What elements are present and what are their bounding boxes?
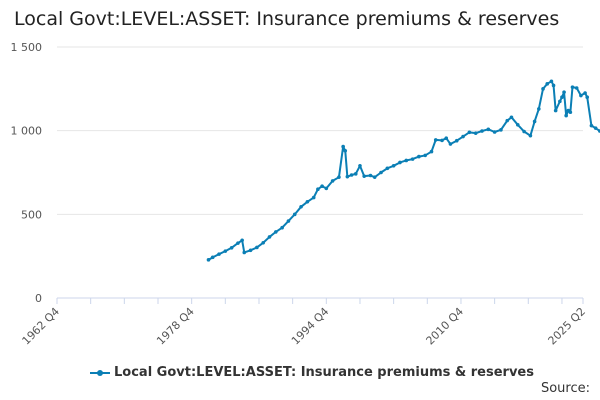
data-point[interactable] — [461, 134, 465, 139]
data-point[interactable] — [229, 246, 234, 250]
data-point[interactable] — [454, 138, 459, 143]
data-point[interactable] — [248, 248, 253, 253]
x-tick-label: 2010 Q4 — [424, 305, 467, 348]
data-point[interactable] — [305, 199, 310, 204]
data-point[interactable] — [286, 219, 291, 223]
data-point[interactable] — [324, 186, 329, 191]
series-line — [206, 79, 600, 262]
data-point[interactable] — [528, 133, 533, 138]
data-point[interactable] — [343, 148, 348, 153]
data-point[interactable] — [532, 119, 537, 124]
x-tick-label: 2025 Q2 — [546, 305, 589, 348]
data-point[interactable] — [379, 170, 383, 175]
y-axis-ticks: 0 500 1 000 1 500 — [11, 41, 43, 305]
data-point[interactable] — [509, 115, 514, 120]
data-point[interactable] — [358, 164, 362, 168]
x-axis: 1962 Q4 1978 Q4 1994 Q4 2010 Q4 2025 Q2 — [20, 298, 589, 348]
data-point[interactable] — [583, 91, 587, 95]
data-point[interactable] — [480, 129, 484, 133]
data-point[interactable] — [433, 138, 438, 142]
data-point[interactable] — [353, 172, 358, 176]
x-tick-label: 1978 Q4 — [154, 305, 197, 348]
data-point[interactable] — [541, 87, 545, 91]
data-point[interactable] — [522, 129, 526, 134]
data-point[interactable] — [280, 225, 284, 230]
data-point[interactable] — [499, 128, 503, 132]
data-point[interactable] — [240, 238, 244, 243]
data-point[interactable] — [429, 149, 434, 154]
legend-label: Local Govt:LEVEL:ASSET: Insurance premiu… — [114, 365, 534, 380]
data-point[interactable] — [486, 127, 491, 132]
data-point[interactable] — [292, 212, 297, 217]
y-tick-label: 500 — [21, 208, 42, 221]
data-point[interactable] — [440, 138, 444, 143]
y-tick-label: 1 000 — [11, 125, 43, 138]
data-point[interactable] — [311, 195, 316, 200]
data-point[interactable] — [568, 110, 573, 115]
chart-title: Local Govt:LEVEL:ASSET: Insurance premiu… — [14, 8, 560, 30]
data-point[interactable] — [545, 82, 550, 86]
data-point[interactable] — [267, 235, 272, 239]
data-point[interactable] — [385, 166, 390, 171]
data-point[interactable] — [473, 131, 478, 135]
legend[interactable]: Local Govt:LEVEL:ASSET: Insurance premiu… — [90, 365, 534, 380]
data-point[interactable] — [515, 123, 520, 127]
data-point[interactable] — [579, 93, 583, 98]
data-point[interactable] — [404, 158, 409, 163]
y-tick-label: 1 500 — [11, 41, 43, 54]
y-tick-label: 0 — [35, 292, 42, 305]
data-point[interactable] — [448, 142, 453, 146]
data-point[interactable] — [330, 179, 335, 183]
data-point[interactable] — [410, 157, 415, 161]
data-point[interactable] — [362, 174, 366, 178]
data-point[interactable] — [372, 175, 377, 179]
data-point[interactable] — [299, 205, 303, 209]
data-point[interactable] — [589, 123, 594, 128]
data-point[interactable] — [564, 113, 568, 118]
data-point[interactable] — [585, 95, 590, 99]
data-point[interactable] — [549, 79, 554, 84]
data-point[interactable] — [316, 187, 320, 192]
data-point[interactable] — [349, 173, 354, 177]
data-point[interactable] — [562, 90, 566, 94]
data-point[interactable] — [551, 83, 556, 88]
data-point[interactable] — [467, 130, 472, 135]
data-point[interactable] — [368, 173, 373, 178]
data-point[interactable] — [423, 153, 428, 158]
series-path — [207, 80, 600, 261]
gridlines — [57, 46, 583, 299]
data-point[interactable] — [391, 164, 396, 168]
data-point[interactable] — [417, 154, 421, 159]
data-point[interactable] — [570, 85, 575, 89]
data-point[interactable] — [505, 118, 510, 123]
data-point[interactable] — [206, 258, 211, 262]
data-point[interactable] — [444, 136, 449, 140]
data-point[interactable] — [537, 107, 541, 111]
data-point[interactable] — [337, 175, 341, 179]
data-point[interactable] — [320, 184, 324, 189]
data-point[interactable] — [274, 230, 278, 234]
data-point[interactable] — [553, 108, 558, 113]
data-point[interactable] — [217, 252, 221, 256]
data-point[interactable] — [560, 95, 564, 99]
data-point[interactable] — [492, 130, 497, 134]
legend-swatch — [90, 367, 110, 379]
data-point[interactable] — [236, 241, 240, 245]
data-point[interactable] — [261, 240, 265, 245]
data-point[interactable] — [593, 126, 598, 130]
data-point[interactable] — [210, 255, 215, 260]
x-tick-label: 1962 Q4 — [20, 305, 63, 348]
data-point[interactable] — [223, 249, 228, 253]
data-point[interactable] — [242, 250, 247, 255]
source-label: Source: — [540, 381, 590, 396]
data-point[interactable] — [255, 245, 259, 250]
data-point[interactable] — [398, 160, 402, 165]
data-point[interactable] — [574, 86, 579, 90]
data-point[interactable] — [345, 174, 350, 179]
data-point[interactable] — [558, 99, 562, 104]
x-tick-label: 1994 Q4 — [289, 305, 332, 348]
data-point[interactable] — [341, 144, 345, 149]
